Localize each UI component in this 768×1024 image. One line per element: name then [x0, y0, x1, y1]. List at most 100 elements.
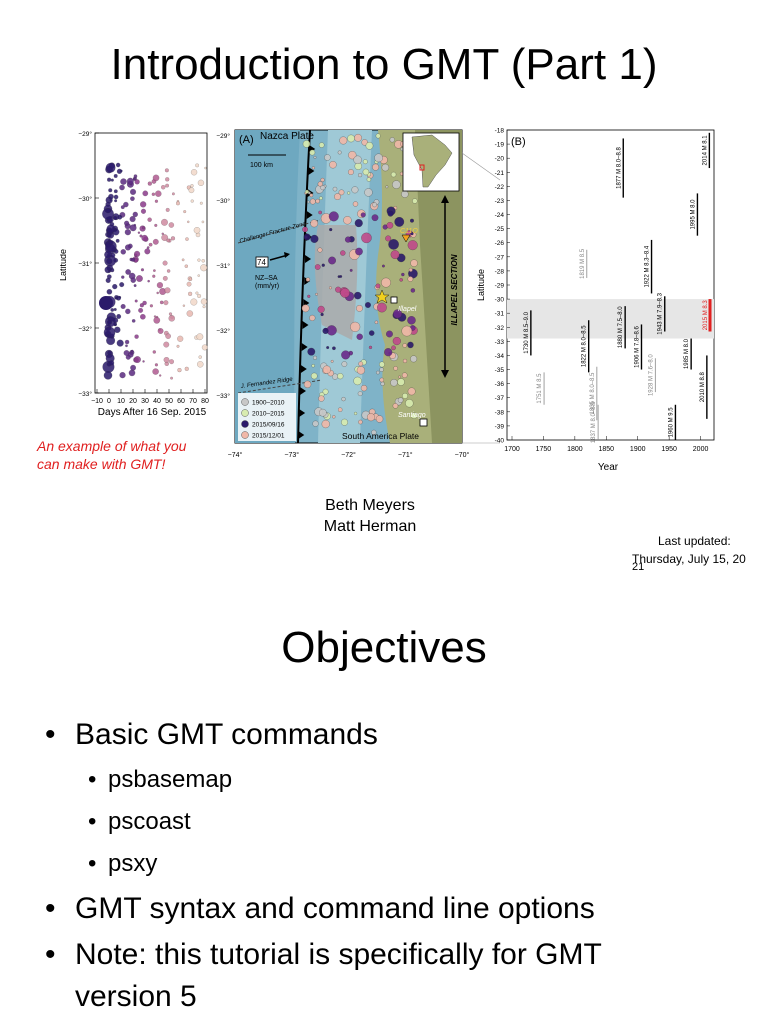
aftershock-dot [102, 208, 114, 220]
aftershock-dot [201, 344, 208, 351]
rupture-label: 1928 M 7.6–8.0 [648, 354, 654, 396]
aftershock-dot [166, 238, 170, 243]
aftershock-dot [120, 205, 125, 210]
objectives-title: Objectives [281, 623, 487, 672]
seismicity-dot [334, 193, 341, 200]
aftershock-dot [200, 264, 208, 272]
seismicity-dot [354, 411, 358, 416]
aftershock-dot [106, 289, 113, 295]
left-xtick-label: 40 [153, 398, 161, 405]
history-ytick-label: -21 [495, 170, 505, 177]
aftershock-dot [197, 258, 201, 262]
seismicity-dot [401, 272, 405, 277]
aftershock-dot [181, 258, 185, 262]
seismicity-dot [384, 348, 393, 357]
seismicity-dot [350, 321, 361, 332]
seismicity-dot [349, 268, 353, 272]
seismicity-dot [381, 163, 390, 172]
aftershock-dot [130, 349, 134, 353]
seismicity-dot [358, 419, 363, 425]
aftershock-dot [197, 294, 202, 298]
aftershock-dot [129, 216, 136, 223]
aftershock-dot [163, 300, 169, 306]
aftershock-dot [103, 326, 116, 339]
aftershock-dot [107, 177, 112, 182]
aftershock-dot [108, 240, 114, 245]
aftershock-dot [161, 218, 168, 226]
seismicity-dot [353, 376, 362, 386]
mainshock-dot [99, 296, 113, 310]
aftershock-dot [188, 291, 193, 296]
seismicity-dot [338, 407, 343, 412]
aftershock-dot [123, 201, 129, 208]
seismicity-dot [356, 366, 365, 375]
seismicity-dot [394, 217, 405, 227]
seismicity-dot [335, 286, 342, 293]
aftershock-dot [119, 372, 126, 379]
author-1: Beth Meyers [325, 497, 415, 514]
aftershock-dot [113, 174, 118, 178]
left-xtick-label: 70 [189, 398, 197, 405]
map-panel: ILLAPEL SECTION (A) Nazca Plate 100 km C… [216, 129, 470, 459]
history-xtick-label: 1750 [536, 446, 552, 453]
aftershock-dot [162, 260, 168, 266]
history-ytick-label: -25 [495, 226, 505, 233]
rupture-label: 1730 M 8.5–9.0 [524, 311, 530, 353]
seismicity-dot [374, 320, 378, 324]
history-ytick-label: -32 [495, 325, 505, 332]
last-updated: Last updated: Thursday, July 15, 20 21 [632, 532, 767, 576]
seismicity-dot [340, 288, 350, 298]
city2-label: Santiago [398, 412, 426, 419]
left-xlabel: Days After 16 Sep. 2015 [98, 407, 207, 418]
aftershock-dot [137, 231, 141, 234]
aftershock-dot [146, 246, 150, 249]
bullet-dot: • [45, 718, 56, 751]
seismicity-dot [382, 264, 385, 268]
aftershock-dot [108, 188, 113, 193]
aftershock-dot [120, 304, 126, 309]
aftershock-dot [125, 308, 131, 315]
map-ytick-label: −31° [216, 262, 230, 270]
seismicity-dot [407, 276, 414, 282]
seismicity-dot [353, 155, 362, 164]
seismicity-dot [315, 292, 318, 296]
rupture-label: 2010 M 8.8 [700, 371, 706, 402]
aftershock-dot [128, 369, 136, 377]
aftershock-dot [165, 183, 169, 188]
history-xtick-label: 1950 [661, 446, 677, 453]
aftershock-dot [156, 291, 159, 295]
aftershock-dot [113, 215, 118, 220]
rupture-label: 1835 M 8.0–8.5 [590, 372, 596, 414]
seismicity-dot [328, 256, 336, 265]
aftershock-dot [204, 166, 207, 170]
rupture-label: 2015 M 8.3 [703, 300, 709, 331]
aftershock-dot [159, 300, 164, 305]
aftershock-dot [154, 199, 159, 203]
aftershock-dot [161, 185, 166, 190]
seismicity-dot [354, 219, 363, 228]
aftershock-dot [124, 229, 131, 236]
seismicity-dot [358, 173, 363, 178]
aftershock-dot [107, 319, 112, 325]
seismicity-dot [392, 337, 401, 346]
aftershock-dot [164, 287, 171, 294]
aftershock-dot [152, 274, 156, 278]
aftershock-dot [115, 238, 120, 243]
aftershock-dot [142, 226, 145, 230]
aftershock-dot [140, 201, 147, 208]
aftershock-dot [169, 359, 174, 365]
aftershock-dot [131, 319, 136, 323]
seismicity-dot [320, 185, 326, 191]
seismicity-dot [337, 373, 344, 380]
aftershock-dot [168, 222, 175, 228]
aftershock-dot [140, 314, 146, 320]
seismicity-dot [390, 379, 398, 387]
bullet-dot: • [88, 766, 97, 793]
history-panel: (B) Latitude Year -18 -19 -20 -21 -22 -23 -24 -… [476, 128, 715, 470]
history-ytick-label: -23 [495, 198, 505, 205]
aftershock-dot [152, 238, 159, 245]
seismicity-dot [397, 378, 405, 386]
aftershock-dot [106, 274, 112, 280]
aftershock-dot [161, 234, 169, 241]
rupture-label: 1751 M 8.5 [537, 373, 543, 404]
